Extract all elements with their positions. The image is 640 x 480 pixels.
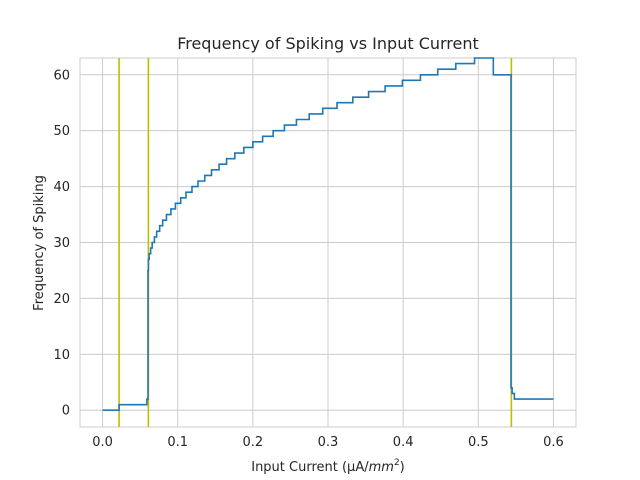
series-line (102, 57, 554, 412)
grid-lines (80, 58, 576, 427)
y-tick-label: 20 (53, 292, 70, 307)
x-axis-label: Input Current (μA/mm2) (251, 458, 405, 475)
x-tick-label: 0.0 (92, 435, 113, 450)
chart-title: Frequency of Spiking vs Input Current (177, 34, 479, 53)
y-tick-label: 30 (53, 236, 70, 251)
x-tick-label: 0.1 (167, 435, 188, 450)
y-tick-label: 40 (53, 180, 70, 195)
y-tick-label: 50 (53, 124, 70, 139)
y-tick-labels: 0 10 20 30 40 50 60 (53, 68, 70, 418)
x-tick-label: 0.4 (393, 435, 414, 450)
y-tick-label: 0 (62, 404, 70, 419)
x-tick-label: 0.6 (543, 435, 564, 450)
y-axis-label: Frequency of Spiking (32, 175, 47, 311)
x-tick-label: 0.5 (468, 435, 489, 450)
y-tick-label: 60 (53, 68, 70, 83)
x-tick-label: 0.3 (318, 435, 339, 450)
x-tick-label: 0.2 (243, 435, 264, 450)
x-tick-labels: 0.0 0.1 0.2 0.3 0.4 0.5 0.6 (92, 435, 564, 450)
y-tick-label: 10 (53, 348, 70, 363)
